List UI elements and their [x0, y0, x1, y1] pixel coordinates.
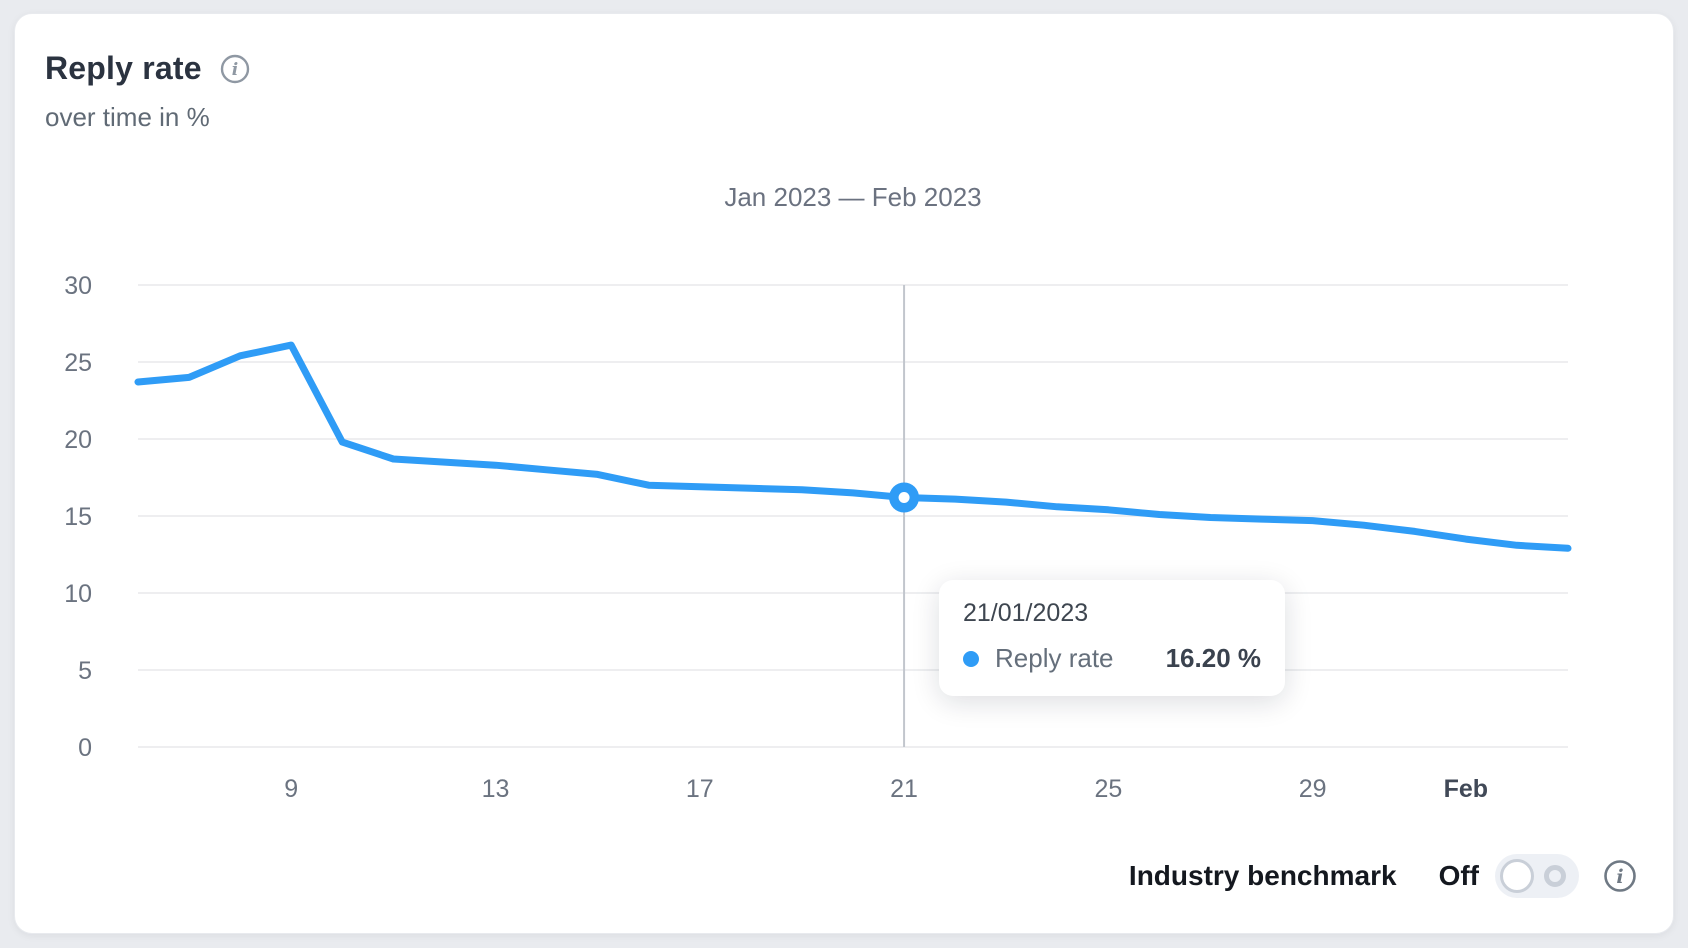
page-title: Reply rate — [45, 50, 202, 86]
chart-tooltip: 21/01/2023 Reply rate 16.20 % — [939, 580, 1285, 696]
y-tick-label: 20 — [64, 426, 92, 454]
x-tick-label: 29 — [1299, 775, 1327, 803]
plot-area[interactable]: 0 5 10 15 20 25 30 9 13 17 21 25 29 Feb — [15, 14, 1675, 934]
tooltip-series-row: Reply rate 16.20 % — [963, 643, 1261, 674]
tooltip-value: 16.20 % — [1165, 643, 1261, 673]
svg-text:i: i — [1616, 866, 1623, 888]
benchmark-label: Industry benchmark — [1128, 860, 1397, 891]
x-tick-label: 13 — [482, 775, 510, 803]
chart-subtitle: over time in % — [45, 102, 210, 132]
y-tick-label: 30 — [64, 272, 92, 300]
benchmark-state: Off — [1438, 860, 1479, 891]
x-tick-label: Feb — [1444, 775, 1488, 803]
card-header: Reply rate i — [45, 50, 250, 87]
benchmark-toggle[interactable] — [1495, 854, 1579, 898]
y-tick-label: 25 — [64, 349, 92, 377]
toggle-off-ring — [1544, 865, 1566, 887]
x-tick-label: 17 — [686, 775, 714, 803]
x-tick-label: 9 — [284, 775, 298, 803]
y-tick-label: 10 — [64, 580, 92, 608]
y-tick-label: 0 — [78, 734, 92, 762]
svg-text:i: i — [232, 60, 238, 80]
reply-rate-line — [134, 341, 1572, 552]
reply-rate-chart[interactable]: 0 5 10 15 20 25 30 9 13 17 21 25 29 Feb — [15, 14, 1675, 934]
y-tick-label: 5 — [78, 657, 92, 685]
y-tick-label: 15 — [64, 503, 92, 531]
tooltip-series-label: Reply rate — [995, 643, 1114, 673]
series-dot-icon — [963, 650, 979, 667]
info-icon[interactable]: i — [220, 54, 250, 84]
toggle-knob — [1500, 859, 1534, 893]
reply-rate-card: Reply rate i over time in % Jan 2023 — F… — [14, 13, 1674, 934]
x-tick-label: 25 — [1094, 775, 1122, 803]
benchmark-controls: Industry benchmark Off i — [1129, 852, 1637, 900]
benchmark-info-icon[interactable]: i — [1603, 859, 1637, 893]
x-tick-label: 21 — [890, 775, 918, 803]
tooltip-date: 21/01/2023 — [963, 599, 1089, 627]
hover-marker-center — [898, 492, 910, 504]
chart-range-title: Jan 2023 — Feb 2023 — [724, 182, 982, 212]
